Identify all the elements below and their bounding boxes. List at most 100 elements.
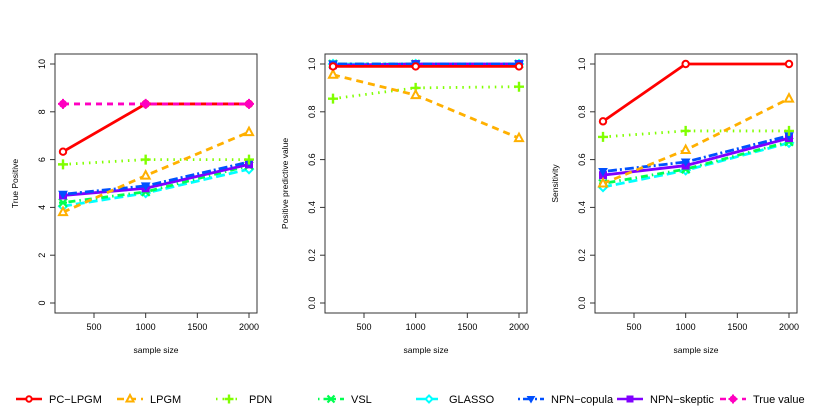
x-axis: 500 1000 1500 2000 sample size xyxy=(86,313,259,355)
series-lpgm xyxy=(327,68,525,143)
triangle-marker xyxy=(680,143,692,155)
y-tick-label: 0.0 xyxy=(577,297,587,310)
triangle-marker xyxy=(243,125,255,137)
series-npn-copula xyxy=(598,132,794,177)
triangle-down-marker xyxy=(140,182,151,191)
asterisk-marker-lines xyxy=(728,394,738,404)
y-tick-label: 0.4 xyxy=(307,201,317,214)
x-tick-label: 1000 xyxy=(136,322,156,332)
triangle-down-marker xyxy=(58,190,68,200)
asterisk-marker-lines xyxy=(244,98,254,109)
legend-item-glasso: GLASSO xyxy=(416,394,495,406)
plus-marker xyxy=(244,154,254,165)
triangle-marker xyxy=(57,205,69,217)
legend-label: VSL xyxy=(351,394,372,406)
legend-label: LPGM xyxy=(150,394,181,406)
triangle-down-marker xyxy=(598,168,608,177)
y-axis: 0.0 0.2 0.4 0.6 0.8 1.0 Positive predictive va… xyxy=(280,58,325,310)
triangle-marker xyxy=(140,168,152,180)
y-tick-label: 0.2 xyxy=(577,249,587,262)
y-axis: 0 2 4 6 8 10 True Positive xyxy=(10,59,55,306)
x-tick-label: 2000 xyxy=(509,322,529,332)
plus-marker xyxy=(58,159,68,170)
plot-frame xyxy=(54,53,258,314)
triangle-marker xyxy=(783,92,795,103)
circle-marker xyxy=(25,395,33,403)
y-axis-label: Sensitivity xyxy=(550,164,560,203)
x-axis: 500 1000 1500 2000 sample size xyxy=(626,313,799,355)
legend-item-npn-copula: NPN−copula xyxy=(518,394,614,406)
diamond-marker xyxy=(424,394,434,404)
y-tick-label: 1.0 xyxy=(307,58,317,71)
legend-label: PC−LPGM xyxy=(49,394,102,406)
series-npn-copula xyxy=(58,158,254,200)
series-true-value xyxy=(58,98,254,109)
circle-marker xyxy=(784,59,794,69)
series-pc-lpgm xyxy=(58,99,254,156)
series-lpgm xyxy=(597,92,795,188)
chart-panel-1: 0 2 4 6 8 10 True Positive 500 1000 1500 2000 sampl… xyxy=(10,53,259,355)
asterisk-marker-lines xyxy=(140,98,151,109)
legend-item-npn-skeptic: NPN−skeptic xyxy=(617,394,714,406)
y-tick-label: 0.4 xyxy=(577,201,587,214)
y-tick-label: 0 xyxy=(37,300,47,305)
y-axis: 0.0 0.2 0.4 0.6 0.8 1.0 Sensitivity xyxy=(550,58,595,310)
chart-panel-2: 0.0 0.2 0.4 0.6 0.8 1.0 Positive predictive va… xyxy=(280,53,529,355)
series-pdn xyxy=(58,154,254,170)
x-tick-label: 1500 xyxy=(727,322,747,332)
plus-marker xyxy=(680,125,691,136)
y-tick-label: 0.2 xyxy=(307,249,317,262)
triangle-marker xyxy=(327,68,339,79)
legend-label: GLASSO xyxy=(449,394,495,406)
series-lpgm xyxy=(57,125,255,217)
x-tick-label: 1000 xyxy=(406,322,426,332)
circle-marker xyxy=(598,117,608,126)
circle-marker xyxy=(328,62,338,71)
plus-marker xyxy=(328,93,338,104)
legend-item-pc-lpgm: PC−LPGM xyxy=(16,394,102,406)
y-axis-label: Positive predictive value xyxy=(280,138,290,229)
triangle-down-marker xyxy=(680,158,691,167)
x-axis-label: sample size xyxy=(674,345,719,355)
plus-marker xyxy=(140,154,151,165)
y-tick-label: 2 xyxy=(37,253,47,258)
y-tick-label: 8 xyxy=(37,109,47,114)
y-tick-label: 0.6 xyxy=(307,153,317,166)
legend-item-vsl: VSL xyxy=(318,394,372,406)
x-tick-label: 1000 xyxy=(676,322,696,332)
triangle-marker xyxy=(513,131,525,143)
plus-marker xyxy=(224,394,234,404)
series-pc-lpgm xyxy=(598,59,794,126)
legend-item-true-value: True value xyxy=(720,394,805,406)
legend-label: NPN−copula xyxy=(551,394,614,406)
x-axis: 500 1000 1500 2000 sample size xyxy=(356,313,529,355)
series-pdn xyxy=(598,125,794,142)
x-tick-label: 500 xyxy=(626,322,641,332)
circle-marker xyxy=(58,147,68,156)
circle-marker xyxy=(681,59,690,69)
y-tick-label: 10 xyxy=(37,59,47,69)
y-tick-label: 0.0 xyxy=(307,297,317,310)
triangle-marker xyxy=(124,392,136,403)
plot-frame xyxy=(594,53,798,314)
x-marker xyxy=(58,197,68,208)
y-tick-label: 0.8 xyxy=(307,106,317,119)
legend-label: PDN xyxy=(249,394,272,406)
legend-label: True value xyxy=(753,394,805,406)
x-axis-label: sample size xyxy=(134,345,179,355)
x-tick-label: 500 xyxy=(356,322,371,332)
plus-marker xyxy=(514,81,524,92)
triangle-down-marker xyxy=(526,396,536,404)
x-tick-label: 2000 xyxy=(239,322,259,332)
plus-marker xyxy=(784,125,794,136)
y-tick-label: 1.0 xyxy=(577,58,587,71)
x-tick-label: 500 xyxy=(86,322,101,332)
y-tick-label: 4 xyxy=(37,205,47,210)
x-marker xyxy=(326,394,336,404)
legend-item-pdn: PDN xyxy=(216,394,272,406)
series-pc-lpgm xyxy=(328,62,524,71)
y-tick-label: 6 xyxy=(37,157,47,162)
square-marker xyxy=(626,395,634,403)
